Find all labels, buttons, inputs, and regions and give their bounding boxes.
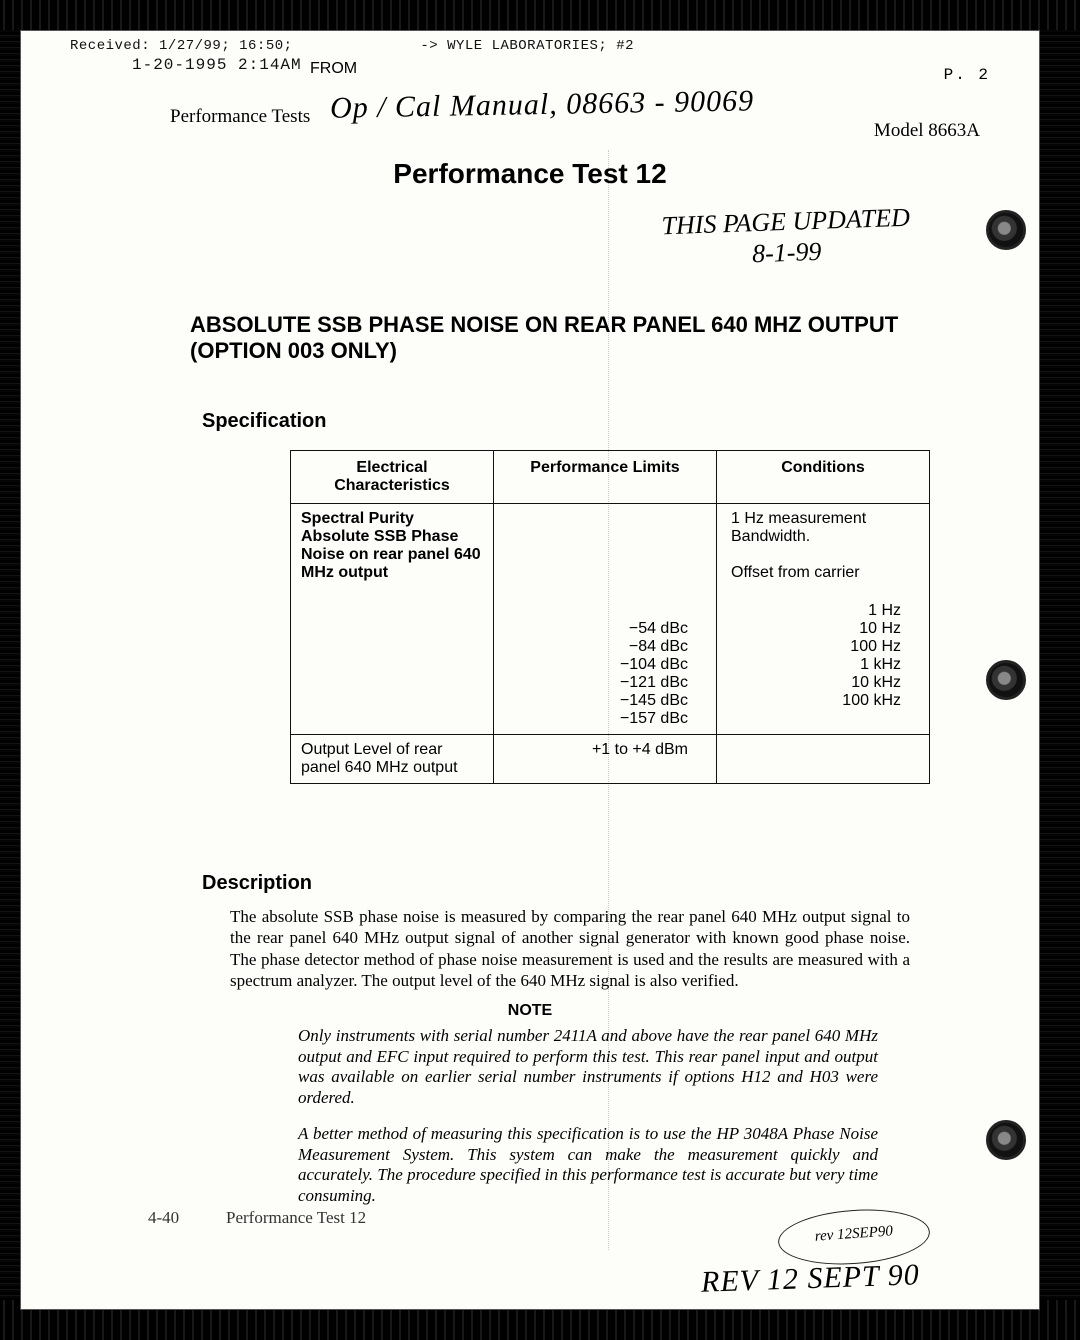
offset-value: 10 Hz	[727, 620, 901, 638]
fax-timestamp: 1-20-1995 2:14AM	[132, 56, 1010, 74]
limit-value: −84 dBc	[504, 638, 688, 656]
fax-dest: -> WYLE LABORATORIES; #2	[420, 38, 634, 54]
offset-value: 100 Hz	[727, 638, 901, 656]
note-paragraph-2: A better method of measuring this specif…	[298, 1124, 878, 1207]
header-model: Model 8663A	[874, 120, 980, 142]
limit-value: −145 dBc	[504, 692, 688, 710]
limit-value: −121 dBc	[504, 674, 688, 692]
page-title: Performance Test 12	[20, 158, 1040, 190]
revision-stamp-text: rev 12SEP90	[778, 1221, 929, 1248]
specification-table: Electrical Characteristics Performance L…	[290, 450, 930, 784]
table-row: Electrical Characteristics Performance L…	[291, 451, 930, 504]
offset-value: 100 kHz	[727, 692, 901, 710]
handwritten-revision: REV 12 SEPT 90	[701, 1258, 921, 1300]
table-row: Spectral Purity Absolute SSB Phase Noise…	[291, 504, 930, 735]
document-page: Received: 1/27/99; 16:50; -> WYLE LABORA…	[20, 30, 1040, 1310]
fax-from-label: FROM	[310, 60, 357, 78]
conditions-intro: 1 Hz measurement Bandwidth. Offset from …	[727, 510, 901, 596]
table-row: Output Level of rear panel 640 MHz outpu…	[291, 735, 930, 784]
scan-noise-top	[0, 0, 1080, 32]
col-header-conditions: Conditions	[717, 451, 930, 504]
note-label: NOTE	[20, 1002, 1040, 1020]
specification-heading: Specification	[202, 410, 326, 433]
cell-characteristic: Spectral Purity Absolute SSB Phase Noise…	[291, 504, 494, 735]
section-title: ABSOLUTE SSB PHASE NOISE ON REAR PANEL 6…	[190, 312, 960, 364]
offset-value: 1 Hz	[727, 602, 901, 620]
footer-page-number: 4-40	[148, 1208, 179, 1228]
col-header-limits: Performance Limits	[494, 451, 717, 504]
handwritten-update-note: THIS PAGE UPDATED 8-1-99	[661, 202, 911, 273]
footer-label: Performance Test 12	[226, 1208, 366, 1228]
cell-conditions: 1 Hz measurement Bandwidth. Offset from …	[717, 504, 930, 735]
header-left: Performance Tests	[170, 106, 310, 128]
col-header-characteristics: Electrical Characteristics	[291, 451, 494, 504]
cell-characteristic: Output Level of rear panel 640 MHz outpu…	[291, 735, 494, 784]
offset-value: 10 kHz	[727, 674, 901, 692]
description-paragraph: The absolute SSB phase noise is measured…	[230, 906, 910, 991]
fax-page-number: P. 2	[944, 66, 990, 84]
cell-limits: +1 to +4 dBm	[494, 735, 717, 784]
limit-value: −157 dBc	[504, 710, 688, 728]
limit-value: −54 dBc	[504, 620, 688, 638]
limit-value: −104 dBc	[504, 656, 688, 674]
offset-value: 1 kHz	[727, 656, 901, 674]
spectral-purity-label: Spectral Purity Absolute SSB Phase Noise…	[301, 510, 481, 581]
cell-conditions	[717, 735, 930, 784]
description-heading: Description	[202, 872, 312, 895]
hand-update-line1: THIS PAGE UPDATED	[661, 203, 910, 241]
scan-noise-right	[1036, 30, 1080, 1310]
note-paragraph-1: Only instruments with serial number 2411…	[298, 1026, 878, 1109]
hole-punch-icon	[986, 1120, 1026, 1160]
fax-received: Received: 1/27/99; 16:50;	[70, 38, 293, 54]
hand-update-line2: 8-1-99	[751, 237, 821, 268]
cell-limits: −54 dBc −84 dBc −104 dBc −121 dBc −145 d…	[494, 504, 717, 735]
hole-punch-icon	[986, 210, 1026, 250]
hole-punch-icon	[986, 660, 1026, 700]
fax-header: Received: 1/27/99; 16:50; -> WYLE LABORA…	[70, 38, 1010, 74]
handwritten-manual-ref: Op / Cal Manual, 08663 - 90069	[330, 84, 755, 125]
